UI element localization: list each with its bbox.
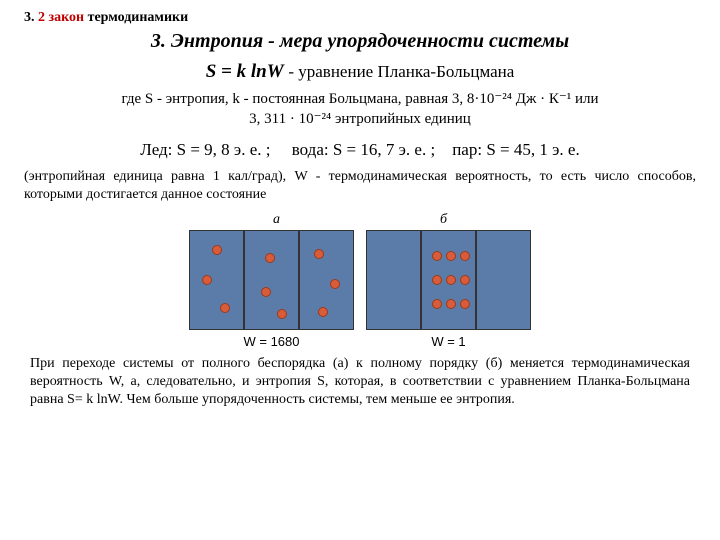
particle-dot (446, 275, 456, 285)
w-label-b: W = 1 (431, 334, 465, 349)
diagram-label-b: б (440, 212, 447, 228)
section-prefix: 3. (24, 10, 38, 25)
diagram-cell (189, 230, 244, 330)
section-colored: 2 закон (38, 10, 84, 25)
diagram-top-labels: а б (189, 212, 531, 228)
explain-line-2: 3, 311 · 10⁻²⁴ энтропийных единиц (24, 109, 696, 129)
particle-dot (446, 299, 456, 309)
particle-dot (318, 307, 328, 317)
diagram-cell (476, 230, 531, 330)
paragraph-1: (энтропийная единица равна 1 кал/град), … (24, 168, 696, 204)
page-title: 3. Энтропия - мера упорядоченности систе… (24, 30, 696, 53)
diagram-cell (421, 230, 476, 330)
example-ice: Лед: S = 9, 8 э. е. ; (140, 140, 270, 159)
formula-expr: S = k lnW (206, 61, 284, 82)
example-steam: пар: S = 45, 1 э. е. (452, 140, 580, 159)
particle-dot (460, 299, 470, 309)
diagram-group-a: W = 1680 (189, 230, 354, 349)
diagram-container: а б W = 1680 W = 1 (24, 212, 696, 349)
examples-line: Лед: S = 9, 8 э. е. ; вода: S = 16, 7 э.… (24, 140, 696, 160)
particle-dot (460, 251, 470, 261)
diagram-cell (299, 230, 354, 330)
section-header: 3. 2 закон термодинамики (24, 10, 696, 26)
diagram-label-a: а (273, 212, 280, 228)
particle-dot (460, 275, 470, 285)
section-suffix: термодинамики (84, 10, 188, 25)
formula-line: S = k lnW - уравнение Планка-Больцмана (24, 61, 696, 83)
paragraph-2: При переходе системы от полного беспоряд… (24, 355, 696, 410)
particle-dot (265, 253, 275, 263)
diagram-cell (366, 230, 421, 330)
formula-desc: - уравнение Планка-Больцмана (288, 62, 514, 81)
diagram-cell (244, 230, 299, 330)
particle-dot (202, 275, 212, 285)
example-water: вода: S = 16, 7 э. е. ; (292, 140, 435, 159)
particle-dot (212, 245, 222, 255)
w-label-a: W = 1680 (243, 334, 299, 349)
particle-dot (330, 279, 340, 289)
particle-dot (432, 251, 442, 261)
particle-dot (277, 309, 287, 319)
particle-dot (446, 251, 456, 261)
explain-line-1: где S - энтропия, k - постоянная Больцма… (24, 89, 696, 109)
particle-dot (432, 299, 442, 309)
diagram-group-b: W = 1 (366, 230, 531, 349)
particle-dot (220, 303, 230, 313)
particle-dot (432, 275, 442, 285)
explain-block: где S - энтропия, k - постоянная Больцма… (24, 89, 696, 130)
particle-dot (314, 249, 324, 259)
particle-dot (261, 287, 271, 297)
